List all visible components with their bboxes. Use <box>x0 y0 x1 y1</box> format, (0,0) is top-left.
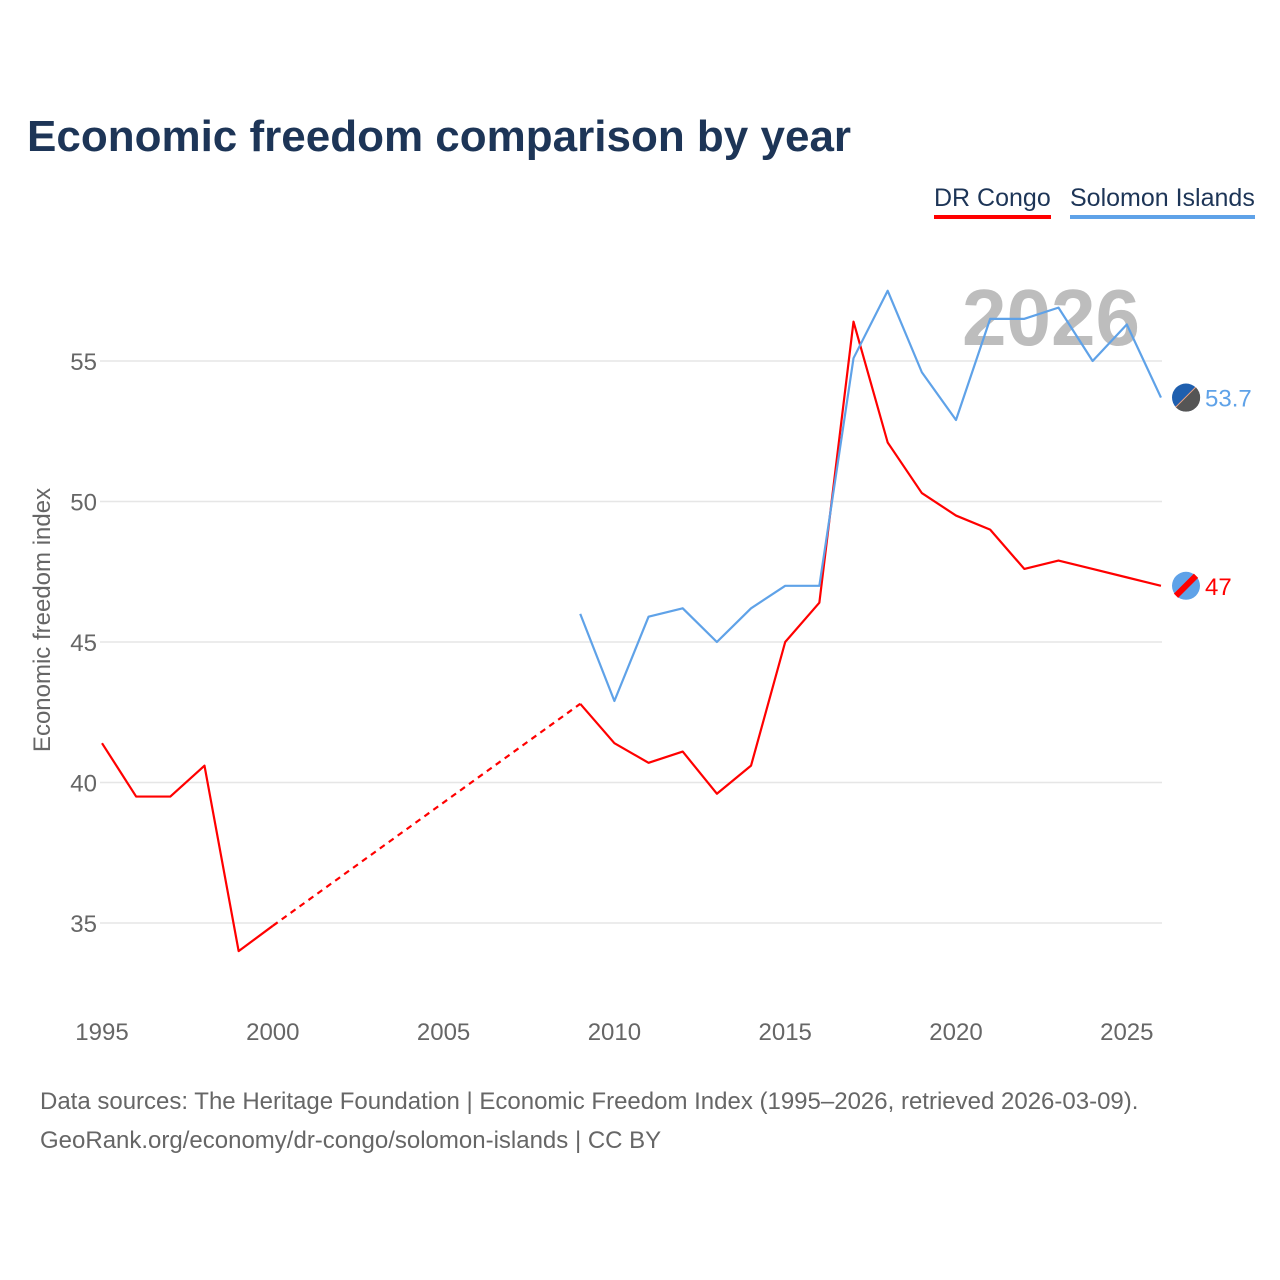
flag-field <box>1176 387 1201 412</box>
y-tick-label: 40 <box>70 771 97 798</box>
series-line-solomon-islands <box>579 289 1162 703</box>
x-tick-label: 2025 <box>1100 1019 1153 1046</box>
chart-title: Economic freedom comparison by year <box>27 112 852 161</box>
x-tick-label: 1995 <box>75 1019 128 1046</box>
y-tick-label: 35 <box>70 911 97 938</box>
x-tick-label: 2010 <box>588 1019 641 1046</box>
end-value-label: 53.7 <box>1205 386 1252 413</box>
y-tick-label: 50 <box>70 490 97 517</box>
legend-dr-congo[interactable]: DR Congo <box>934 184 1051 219</box>
x-tick-label: 2015 <box>759 1019 812 1046</box>
year-watermark: 2026 <box>962 273 1140 362</box>
series-line-dr-congo <box>272 702 581 927</box>
legend-solomon-islands[interactable]: Solomon Islands <box>1070 184 1255 219</box>
x-tick-label: 2020 <box>929 1019 982 1046</box>
footer-sources: Data sources: The Heritage Foundation | … <box>40 1088 1139 1115</box>
end-value-label: 47 <box>1205 574 1232 601</box>
footer-credit: GeoRank.org/economy/dr-congo/solomon-isl… <box>40 1127 662 1154</box>
y-tick-label: 55 <box>70 349 97 376</box>
series-line-dr-congo <box>579 320 1162 795</box>
x-tick-label: 2005 <box>417 1019 470 1046</box>
y-axis-label: Economic freedom index <box>29 488 56 752</box>
x-tick-label: 2000 <box>246 1019 299 1046</box>
flag-stripe <box>1173 573 1199 598</box>
series-line-dr-congo <box>101 742 274 953</box>
y-tick-label: 45 <box>70 630 97 657</box>
